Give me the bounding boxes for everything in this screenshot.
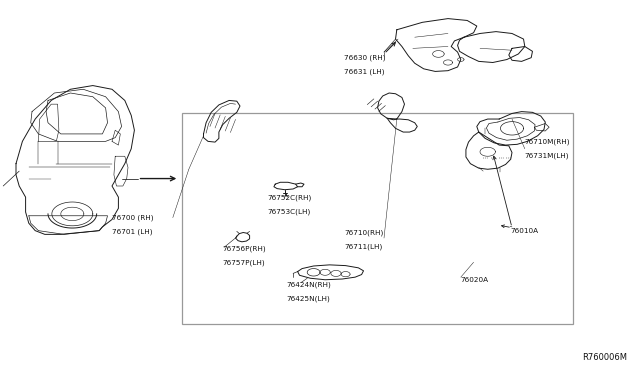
- Text: 76753C(LH): 76753C(LH): [268, 208, 311, 215]
- Text: 76756P(RH): 76756P(RH): [223, 246, 266, 253]
- Text: 76425N(LH): 76425N(LH): [287, 295, 330, 302]
- Text: 76701 (LH): 76701 (LH): [112, 228, 152, 235]
- Text: 76710M(RH): 76710M(RH): [525, 139, 570, 145]
- Text: 76424N(RH): 76424N(RH): [287, 281, 332, 288]
- Text: 76020A: 76020A: [461, 277, 489, 283]
- Text: 76757P(LH): 76757P(LH): [223, 259, 266, 266]
- Bar: [182, 113, 573, 324]
- Text: 76631 (LH): 76631 (LH): [344, 68, 385, 75]
- Text: R760006M: R760006M: [582, 353, 627, 362]
- Text: 76731M(LH): 76731M(LH): [525, 153, 570, 159]
- Text: 76700 (RH): 76700 (RH): [112, 214, 154, 221]
- Text: 76752C(RH): 76752C(RH): [268, 195, 312, 201]
- Text: 76630 (RH): 76630 (RH): [344, 54, 386, 61]
- Text: 76010A: 76010A: [511, 228, 539, 234]
- Text: 76710(RH): 76710(RH): [344, 229, 383, 236]
- Text: 76711(LH): 76711(LH): [344, 243, 383, 250]
